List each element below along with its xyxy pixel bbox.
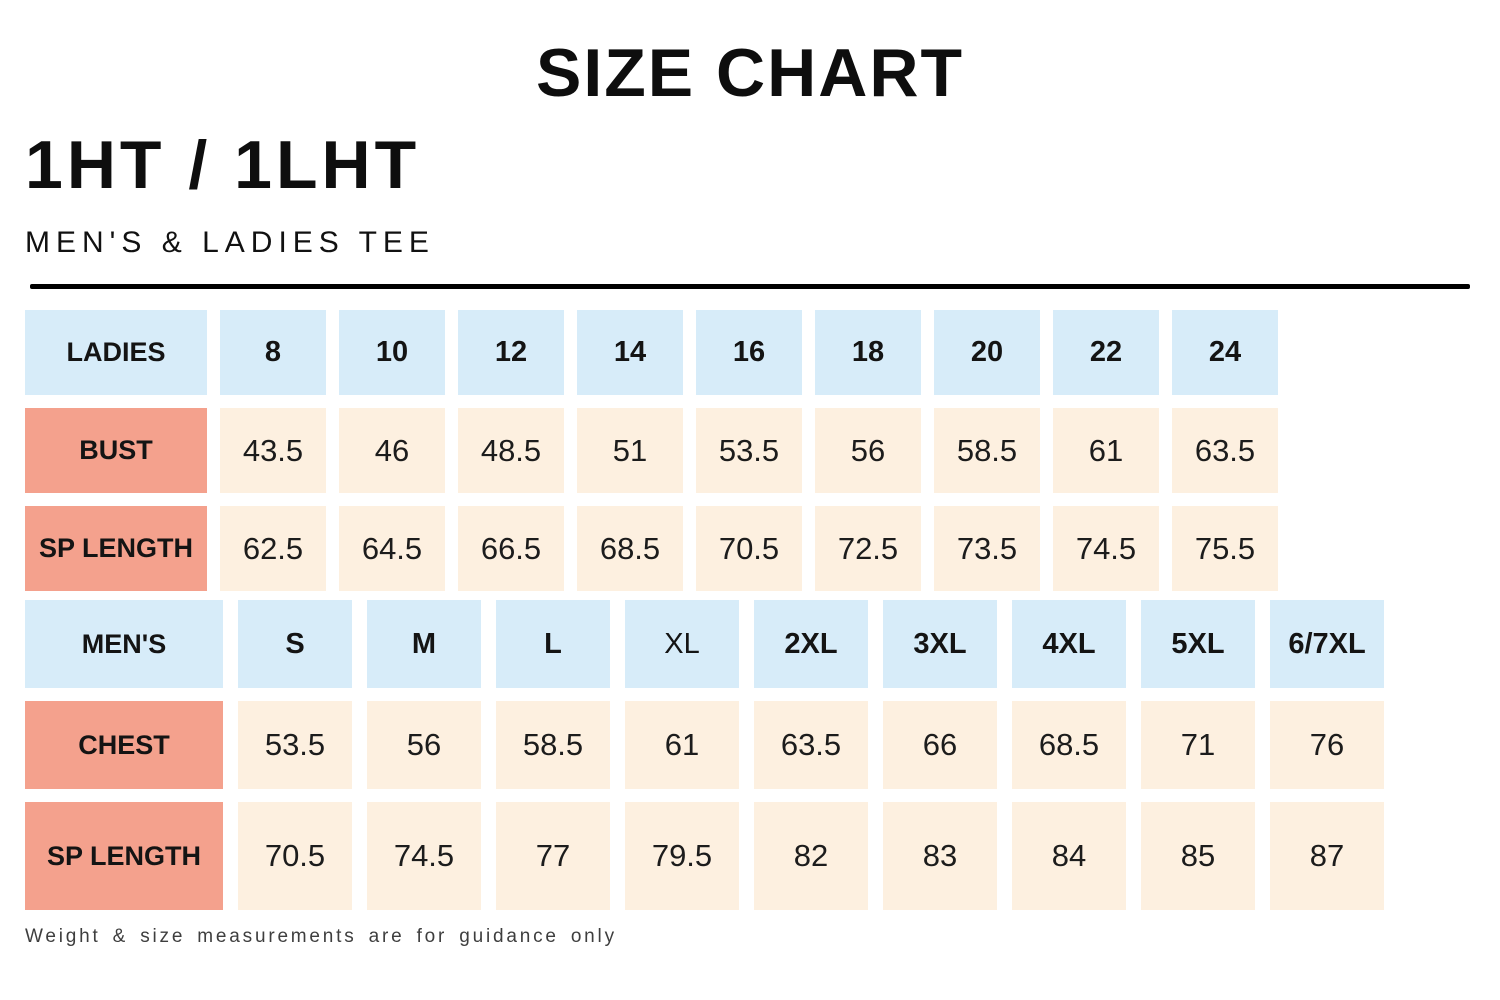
mens-chest-value-8: 71 — [1141, 701, 1255, 789]
mens-chest-value-6: 66 — [883, 701, 997, 789]
mens-size-6-7xl: 6/7XL — [1270, 600, 1384, 688]
mens-size-3xl: 3XL — [883, 600, 997, 688]
ladies-size-10: 10 — [339, 310, 445, 395]
ladies-size-22: 22 — [1053, 310, 1159, 395]
product-code: 1HT / 1LHT — [25, 127, 421, 203]
mens-sp-length-value-7: 84 — [1012, 802, 1126, 910]
mens-size-s: S — [238, 600, 352, 688]
mens-chest-value-9: 76 — [1270, 701, 1384, 789]
ladies-row-label-sp-length: SP LENGTH — [25, 506, 207, 591]
mens-chest-value-7: 68.5 — [1012, 701, 1126, 789]
ladies-bust-value-5: 53.5 — [696, 408, 802, 493]
ladies-sp-length-value-7: 73.5 — [934, 506, 1040, 591]
mens-sp-length-value-4: 79.5 — [625, 802, 739, 910]
mens-size-4xl: 4XL — [1012, 600, 1126, 688]
ladies-sp-length-value-9: 75.5 — [1172, 506, 1278, 591]
mens-size-table: MEN'S S M L XL 2XL 3XL 4XL 5XL 6/7XL CHEST 53.5 56 58… — [25, 600, 1384, 910]
ladies-sp-length-value-6: 72.5 — [815, 506, 921, 591]
ladies-sp-length-value-3: 66.5 — [458, 506, 564, 591]
mens-chest-value-2: 56 — [367, 701, 481, 789]
ladies-bust-value-6: 56 — [815, 408, 921, 493]
ladies-size-8: 8 — [220, 310, 326, 395]
ladies-size-24: 24 — [1172, 310, 1278, 395]
ladies-row-label-bust: BUST — [25, 408, 207, 493]
ladies-bust-value-7: 58.5 — [934, 408, 1040, 493]
mens-chest-value-3: 58.5 — [496, 701, 610, 789]
mens-sp-length-value-1: 70.5 — [238, 802, 352, 910]
mens-chest-value-1: 53.5 — [238, 701, 352, 789]
mens-size-l: L — [496, 600, 610, 688]
mens-chest-value-4: 61 — [625, 701, 739, 789]
ladies-size-20: 20 — [934, 310, 1040, 395]
mens-row-label-chest: CHEST — [25, 701, 223, 789]
mens-size-m: M — [367, 600, 481, 688]
ladies-sp-length-value-4: 68.5 — [577, 506, 683, 591]
ladies-sp-length-value-5: 70.5 — [696, 506, 802, 591]
ladies-size-16: 16 — [696, 310, 802, 395]
divider-line — [30, 284, 1470, 289]
ladies-bust-value-8: 61 — [1053, 408, 1159, 493]
mens-size-xl: XL — [625, 600, 739, 688]
ladies-bust-value-9: 63.5 — [1172, 408, 1278, 493]
mens-sp-length-value-8: 85 — [1141, 802, 1255, 910]
mens-sp-length-value-3: 77 — [496, 802, 610, 910]
mens-size-2xl: 2XL — [754, 600, 868, 688]
ladies-bust-value-1: 43.5 — [220, 408, 326, 493]
ladies-bust-value-4: 51 — [577, 408, 683, 493]
ladies-size-14: 14 — [577, 310, 683, 395]
ladies-size-table: LADIES 8 10 12 14 16 18 20 22 24 BUST 43.5 46 48.5 51 5… — [25, 310, 1278, 591]
mens-sp-length-value-2: 74.5 — [367, 802, 481, 910]
mens-sp-length-value-5: 82 — [754, 802, 868, 910]
mens-size-5xl: 5XL — [1141, 600, 1255, 688]
mens-row-label-sp-length: SP LENGTH — [25, 802, 223, 910]
footer-note: Weight & size measurements are for guida… — [25, 926, 617, 947]
page-title: SIZE CHART — [536, 35, 964, 111]
mens-sp-length-value-9: 87 — [1270, 802, 1384, 910]
mens-chest-value-5: 63.5 — [754, 701, 868, 789]
product-subtitle: MEN'S & LADIES TEE — [25, 226, 435, 259]
ladies-size-12: 12 — [458, 310, 564, 395]
ladies-sp-length-value-2: 64.5 — [339, 506, 445, 591]
ladies-size-18: 18 — [815, 310, 921, 395]
mens-header-label: MEN'S — [25, 600, 223, 688]
ladies-header-label: LADIES — [25, 310, 207, 395]
ladies-sp-length-value-8: 74.5 — [1053, 506, 1159, 591]
ladies-bust-value-2: 46 — [339, 408, 445, 493]
mens-sp-length-value-6: 83 — [883, 802, 997, 910]
ladies-sp-length-value-1: 62.5 — [220, 506, 326, 591]
ladies-bust-value-3: 48.5 — [458, 408, 564, 493]
